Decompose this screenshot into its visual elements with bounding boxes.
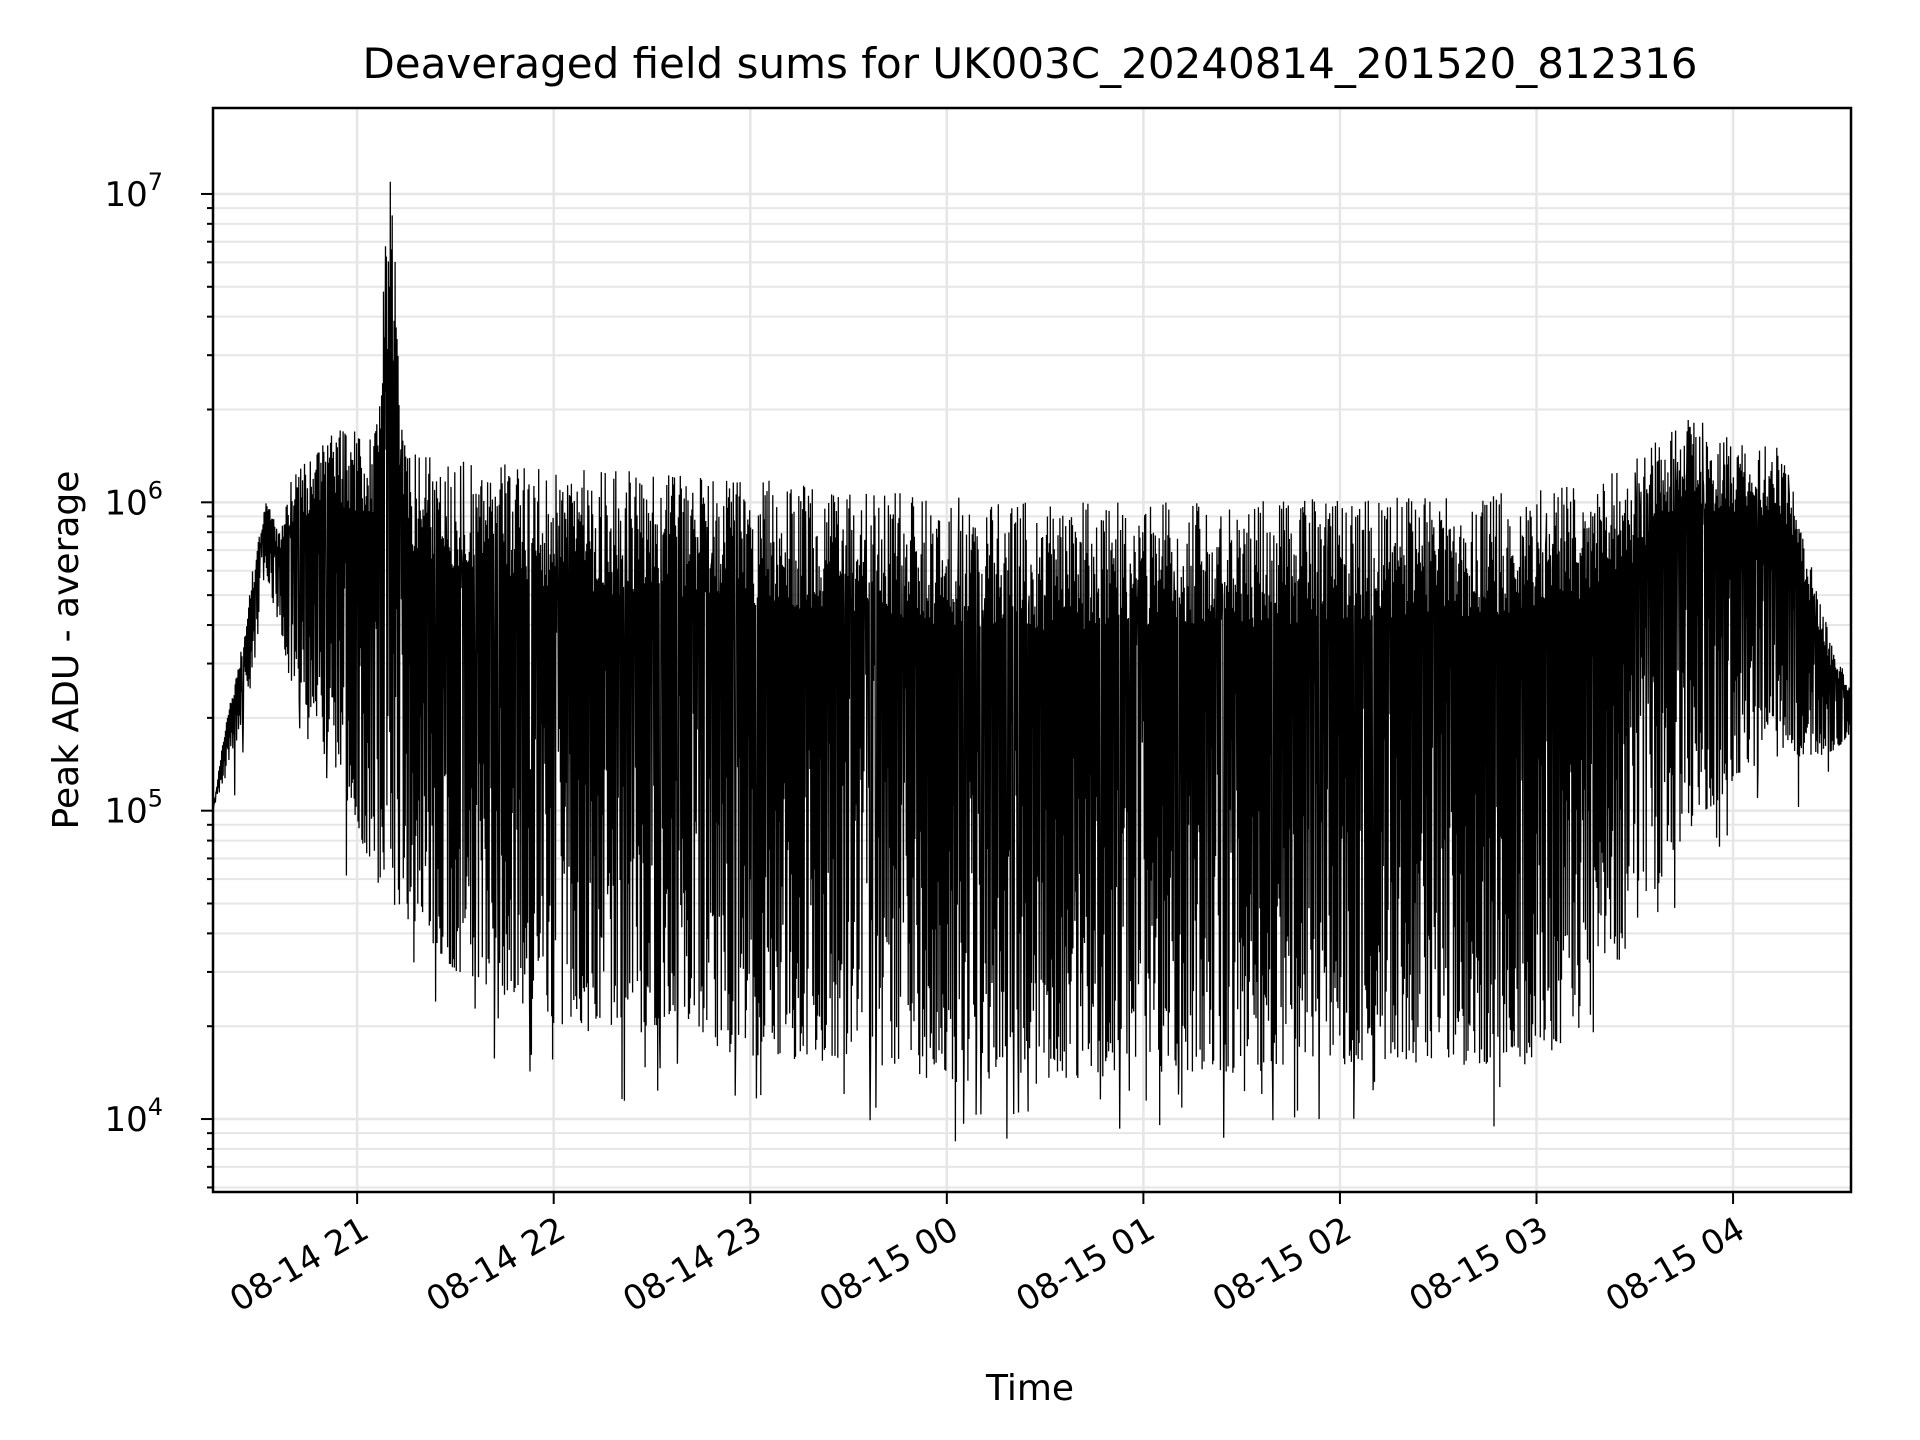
x-tick-label: 08-15 01 <box>1009 1209 1161 1320</box>
x-ticks: 08-14 21 08-14 22 08-14 23 08-15 00 08-15 01… <box>223 1192 1752 1320</box>
y-tick-label: 106 <box>104 476 163 523</box>
x-tick-label: 08-15 04 <box>1599 1209 1751 1320</box>
y-tick-label: 105 <box>104 785 163 832</box>
y-tick-label: 104 <box>104 1093 163 1140</box>
x-tick-label: 08-15 02 <box>1206 1209 1358 1320</box>
y-axis-label: Peak ADU - average <box>46 471 87 830</box>
y-ticks: 104 105 106 107 <box>104 168 213 1189</box>
series-line <box>213 181 1851 1142</box>
x-tick-label: 08-14 23 <box>616 1209 768 1320</box>
x-axis-label: Time <box>985 1368 1074 1409</box>
x-tick-label: 08-14 22 <box>420 1209 572 1320</box>
plot-frame <box>211 106 1853 1194</box>
x-tick-label: 08-14 21 <box>223 1209 375 1320</box>
x-tick-label: 08-15 00 <box>813 1209 965 1320</box>
x-tick-label: 08-15 03 <box>1403 1209 1555 1320</box>
data-line <box>213 181 1851 1142</box>
chart-title: Deaveraged field sums for UK003C_2024081… <box>362 39 1697 88</box>
y-tick-label: 107 <box>104 168 163 215</box>
